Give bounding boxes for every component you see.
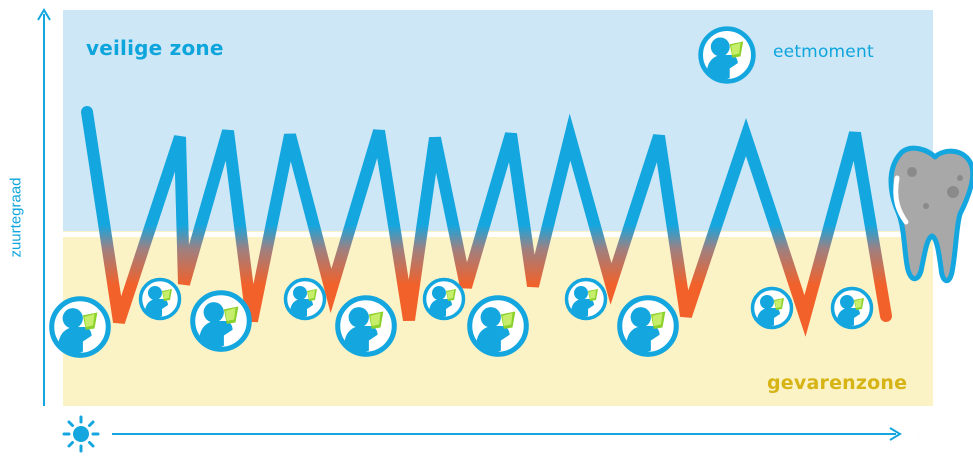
legend-icon: [701, 29, 754, 82]
eating-moment-icon: [338, 298, 395, 355]
danger-zone-label: gevarenzone: [767, 372, 908, 394]
eating-moment-icon: [564, 277, 608, 321]
eating-moment-icon: [750, 286, 794, 330]
legend-label: eetmoment: [773, 42, 874, 62]
time-axis-arrow: [112, 427, 902, 441]
eating-moment-icon: [620, 298, 677, 355]
acidity-line: [81, 106, 892, 337]
eating-moment-icon: [830, 286, 874, 330]
eating-moment-icon: [138, 277, 182, 321]
moon-icon: [918, 420, 943, 448]
y-axis-arrow: [37, 8, 51, 406]
eating-moment-icon: [470, 298, 527, 355]
eating-moment-icon: [422, 277, 466, 321]
safe-zone-label: veilige zone: [86, 36, 224, 60]
eating-moment-icon: [52, 299, 109, 356]
sun-icon: [62, 415, 100, 453]
eating-moment-icon: [193, 293, 250, 350]
eating-moment-icon: [283, 277, 327, 321]
y-axis-label: zuurtegraad: [7, 177, 25, 258]
tooth-icon: [888, 145, 973, 284]
